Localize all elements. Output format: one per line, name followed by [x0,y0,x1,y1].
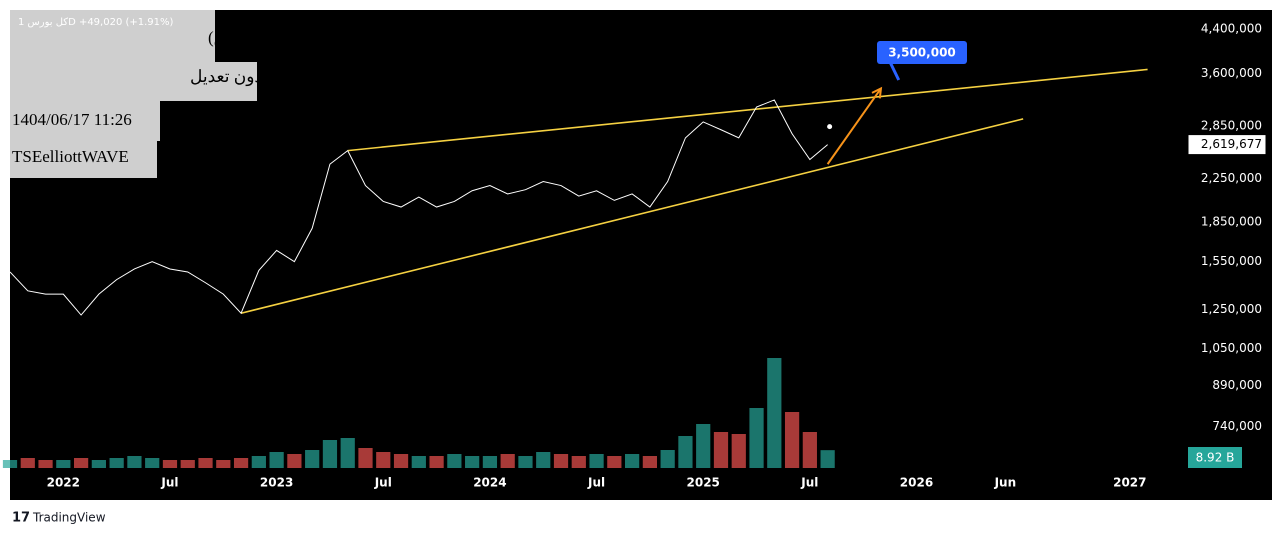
chart-subtitle: روزانه / عادی / بدون تعدیل [190,67,374,87]
x-tick-label: 2024 [473,476,506,490]
brand: TradingView [32,511,106,525]
volume-bar [820,450,835,468]
volume-bar [767,358,782,468]
volume-bar [500,454,515,468]
volume-bar [180,460,195,468]
volume-bar [411,456,426,468]
y-tick-label: 3,600,000 [1201,66,1262,80]
y-tick-label: 1,250,000 [1201,302,1262,316]
volume-bar [340,438,355,468]
target-box [877,41,967,64]
volume-bar [642,456,657,468]
price-label: 2,619,677 [1201,137,1262,151]
volume-bar [465,456,480,468]
x-tick-label: Jul [800,476,818,490]
y-tick-label: 890,000 [1212,378,1262,392]
volume-bar [713,432,729,468]
x-tick-label: 2026 [900,476,933,490]
header-box [10,141,157,178]
volume-label-box [1188,447,1242,468]
last-point [827,124,833,130]
volume-bar [393,454,409,468]
volume-bar [607,456,622,468]
y-tick-label: 2,850,000 [1201,118,1262,132]
x-tick-label: Jun [994,476,1017,490]
volume-bar [589,454,604,468]
volume-bar [38,460,53,468]
x-tick-label: 2027 [1113,476,1146,490]
volume-bar [678,436,693,468]
volume-bar [145,458,160,468]
header-box [10,62,257,101]
brand-logo: 17 [12,511,30,526]
timestamp: 1404/06/17 11:26 [12,110,132,129]
x-tick-label: 2025 [687,476,720,490]
volume-bar [447,454,462,468]
volume-bar [287,454,302,468]
header-quote: کل بورس 1D +49,020 (+1.91%) [18,17,174,28]
volume-bar [784,412,800,468]
volume-bar [91,460,106,468]
header-box [10,101,160,141]
volume-bar [731,434,746,468]
volume-bar [696,424,711,468]
volume-bar [429,456,444,468]
y-tick-label: 1,050,000 [1201,341,1262,355]
volume-bar [482,456,498,468]
x-tick-label: 2023 [260,476,293,490]
chart-title: کل بورس (شاخص کل بورس) [208,28,415,48]
volume-bar [802,432,817,468]
x-tick-label: Jul [374,476,392,490]
volume-bar [233,458,249,468]
volume-bar [198,458,213,468]
price-label-box [1187,134,1267,156]
y-tick-label: 1,850,000 [1201,215,1262,229]
projection-arrow [826,87,882,165]
x-tick-label: Jul [587,476,605,490]
volume-bar [162,460,178,468]
x-tick-label: 2022 [47,476,80,490]
projection-arrowhead [871,86,883,99]
trend-line [347,68,1148,152]
target-label: 3,500,000 [888,46,956,60]
volume-bar [127,456,142,468]
y-tick-label: 740,000 [1212,419,1262,433]
volume-bar [571,456,586,468]
author: TSEelliottWAVE [12,147,129,166]
y-tick-label: 2,250,000 [1201,171,1262,185]
volume-bar [518,456,533,468]
volume-bar [376,452,391,468]
trend-line [240,118,1024,314]
x-tick-label: Jul [160,476,178,490]
volume-label: 8.92 B [1196,451,1235,465]
volume-bar [358,448,373,468]
volume-bar [56,460,71,468]
header-box [10,10,215,62]
volume-bar [2,460,18,468]
volume-bar [251,456,266,468]
volume-bar [625,454,640,468]
volume-bar [109,458,124,468]
y-tick-label: 1,550,000 [1201,254,1262,268]
volume-bar [73,458,89,468]
volume-bar [269,452,284,468]
volume-bar [553,454,569,468]
price-line [9,99,828,316]
target-pointer [888,61,901,81]
volume-bar [660,450,675,468]
volume-bar [20,458,35,468]
y-tick-label: 4,400,000 [1201,21,1262,35]
volume-bar [749,408,764,468]
volume-bar [536,452,551,468]
volume-bar [322,440,338,468]
volume-bar [216,460,231,468]
volume-bar [305,450,320,468]
